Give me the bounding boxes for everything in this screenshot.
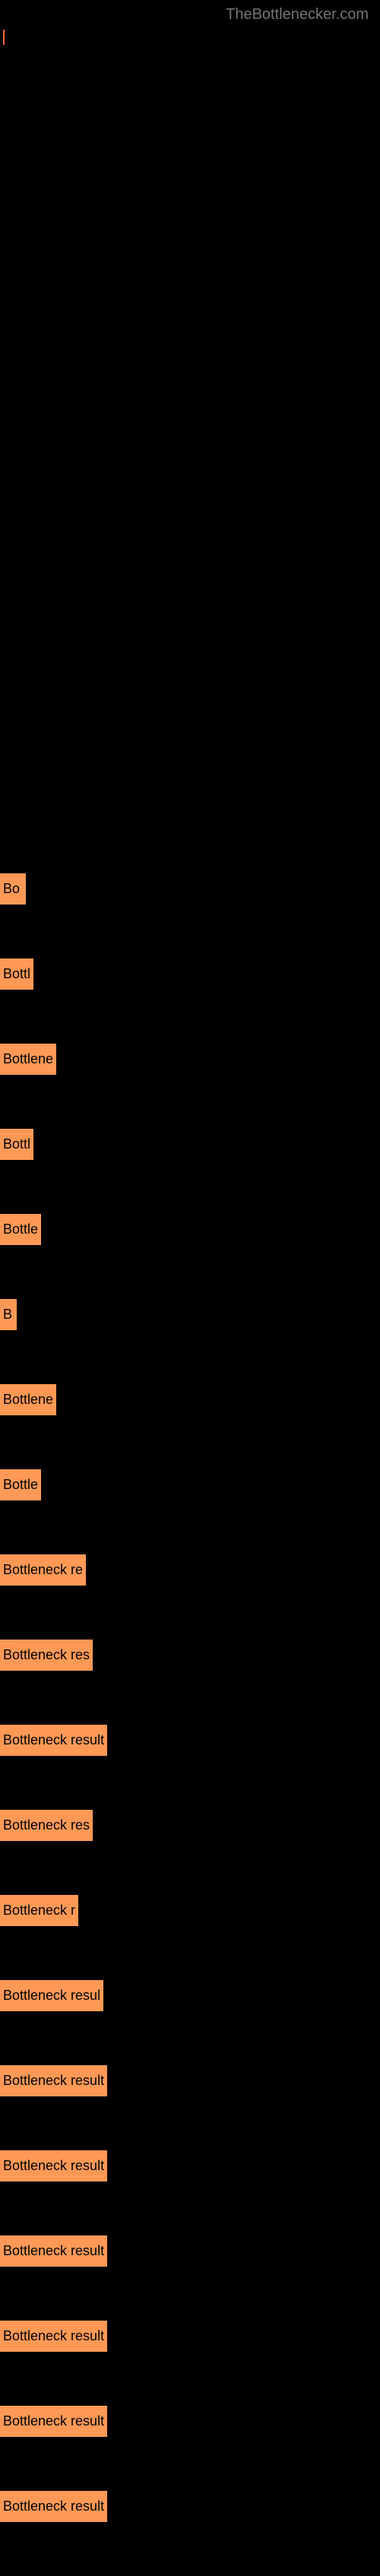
- bottleneck-label: Bottlene: [0, 1044, 56, 1075]
- bottleneck-row: Bottleneck result: [0, 1725, 380, 1756]
- bottleneck-label: Bottleneck res: [0, 1810, 93, 1841]
- bottleneck-row: Bottleneck result: [0, 2235, 380, 2267]
- bottleneck-row: Bottleneck r: [0, 1895, 380, 1926]
- site-title: TheBottlenecker.com: [0, 0, 380, 30]
- bottleneck-label: Bottl: [0, 1129, 33, 1160]
- bottleneck-label: Bottle: [0, 1214, 41, 1245]
- bottleneck-row: Bottleneck res: [0, 1640, 380, 1671]
- bottleneck-label: Bottleneck re: [0, 1554, 86, 1586]
- bottleneck-row: Bottle: [0, 1469, 380, 1500]
- bottleneck-row: Bottlene: [0, 1384, 380, 1415]
- accent-line: [3, 30, 380, 45]
- bottleneck-row: Bo: [0, 873, 380, 905]
- spacer: [0, 45, 380, 873]
- bottleneck-row: Bottleneck res: [0, 1810, 380, 1841]
- bottleneck-row: Bottle: [0, 1214, 380, 1245]
- bottleneck-row: B: [0, 1299, 380, 1330]
- bottleneck-label: Bottlene: [0, 1384, 56, 1415]
- bottleneck-row: Bottleneck resul: [0, 1980, 380, 2011]
- bottleneck-label: Bottleneck r: [0, 1895, 78, 1926]
- bottleneck-label: Bottl: [0, 958, 33, 990]
- bottleneck-row: Bottleneck result: [0, 2150, 380, 2182]
- bottleneck-label: Bottleneck result: [0, 1725, 107, 1756]
- bottleneck-list: Bo Bottl Bottlene Bottl Bottle B Bottlene Bottl…: [0, 873, 380, 2522]
- bottleneck-row: Bottlene: [0, 1044, 380, 1075]
- bottleneck-label: Bo: [0, 873, 26, 905]
- bottleneck-row: Bottleneck re: [0, 1554, 380, 1586]
- bottleneck-label: Bottleneck result: [0, 2235, 107, 2267]
- bottleneck-label: Bottleneck resul: [0, 1980, 103, 2011]
- bottleneck-row: Bottleneck result: [0, 2321, 380, 2352]
- bottleneck-row: Bottl: [0, 958, 380, 990]
- bottleneck-label: B: [0, 1299, 17, 1330]
- bottleneck-label: Bottleneck result: [0, 2065, 107, 2096]
- bottleneck-label: Bottleneck result: [0, 2321, 107, 2352]
- bottleneck-row: Bottleneck result: [0, 2065, 380, 2096]
- bottleneck-label: Bottleneck result: [0, 2150, 107, 2182]
- bottleneck-label: Bottleneck res: [0, 1640, 93, 1671]
- bottleneck-row: Bottleneck result: [0, 2491, 380, 2522]
- bottleneck-row: Bottl: [0, 1129, 380, 1160]
- bottleneck-label: Bottleneck result: [0, 2491, 107, 2522]
- bottleneck-label: Bottle: [0, 1469, 41, 1500]
